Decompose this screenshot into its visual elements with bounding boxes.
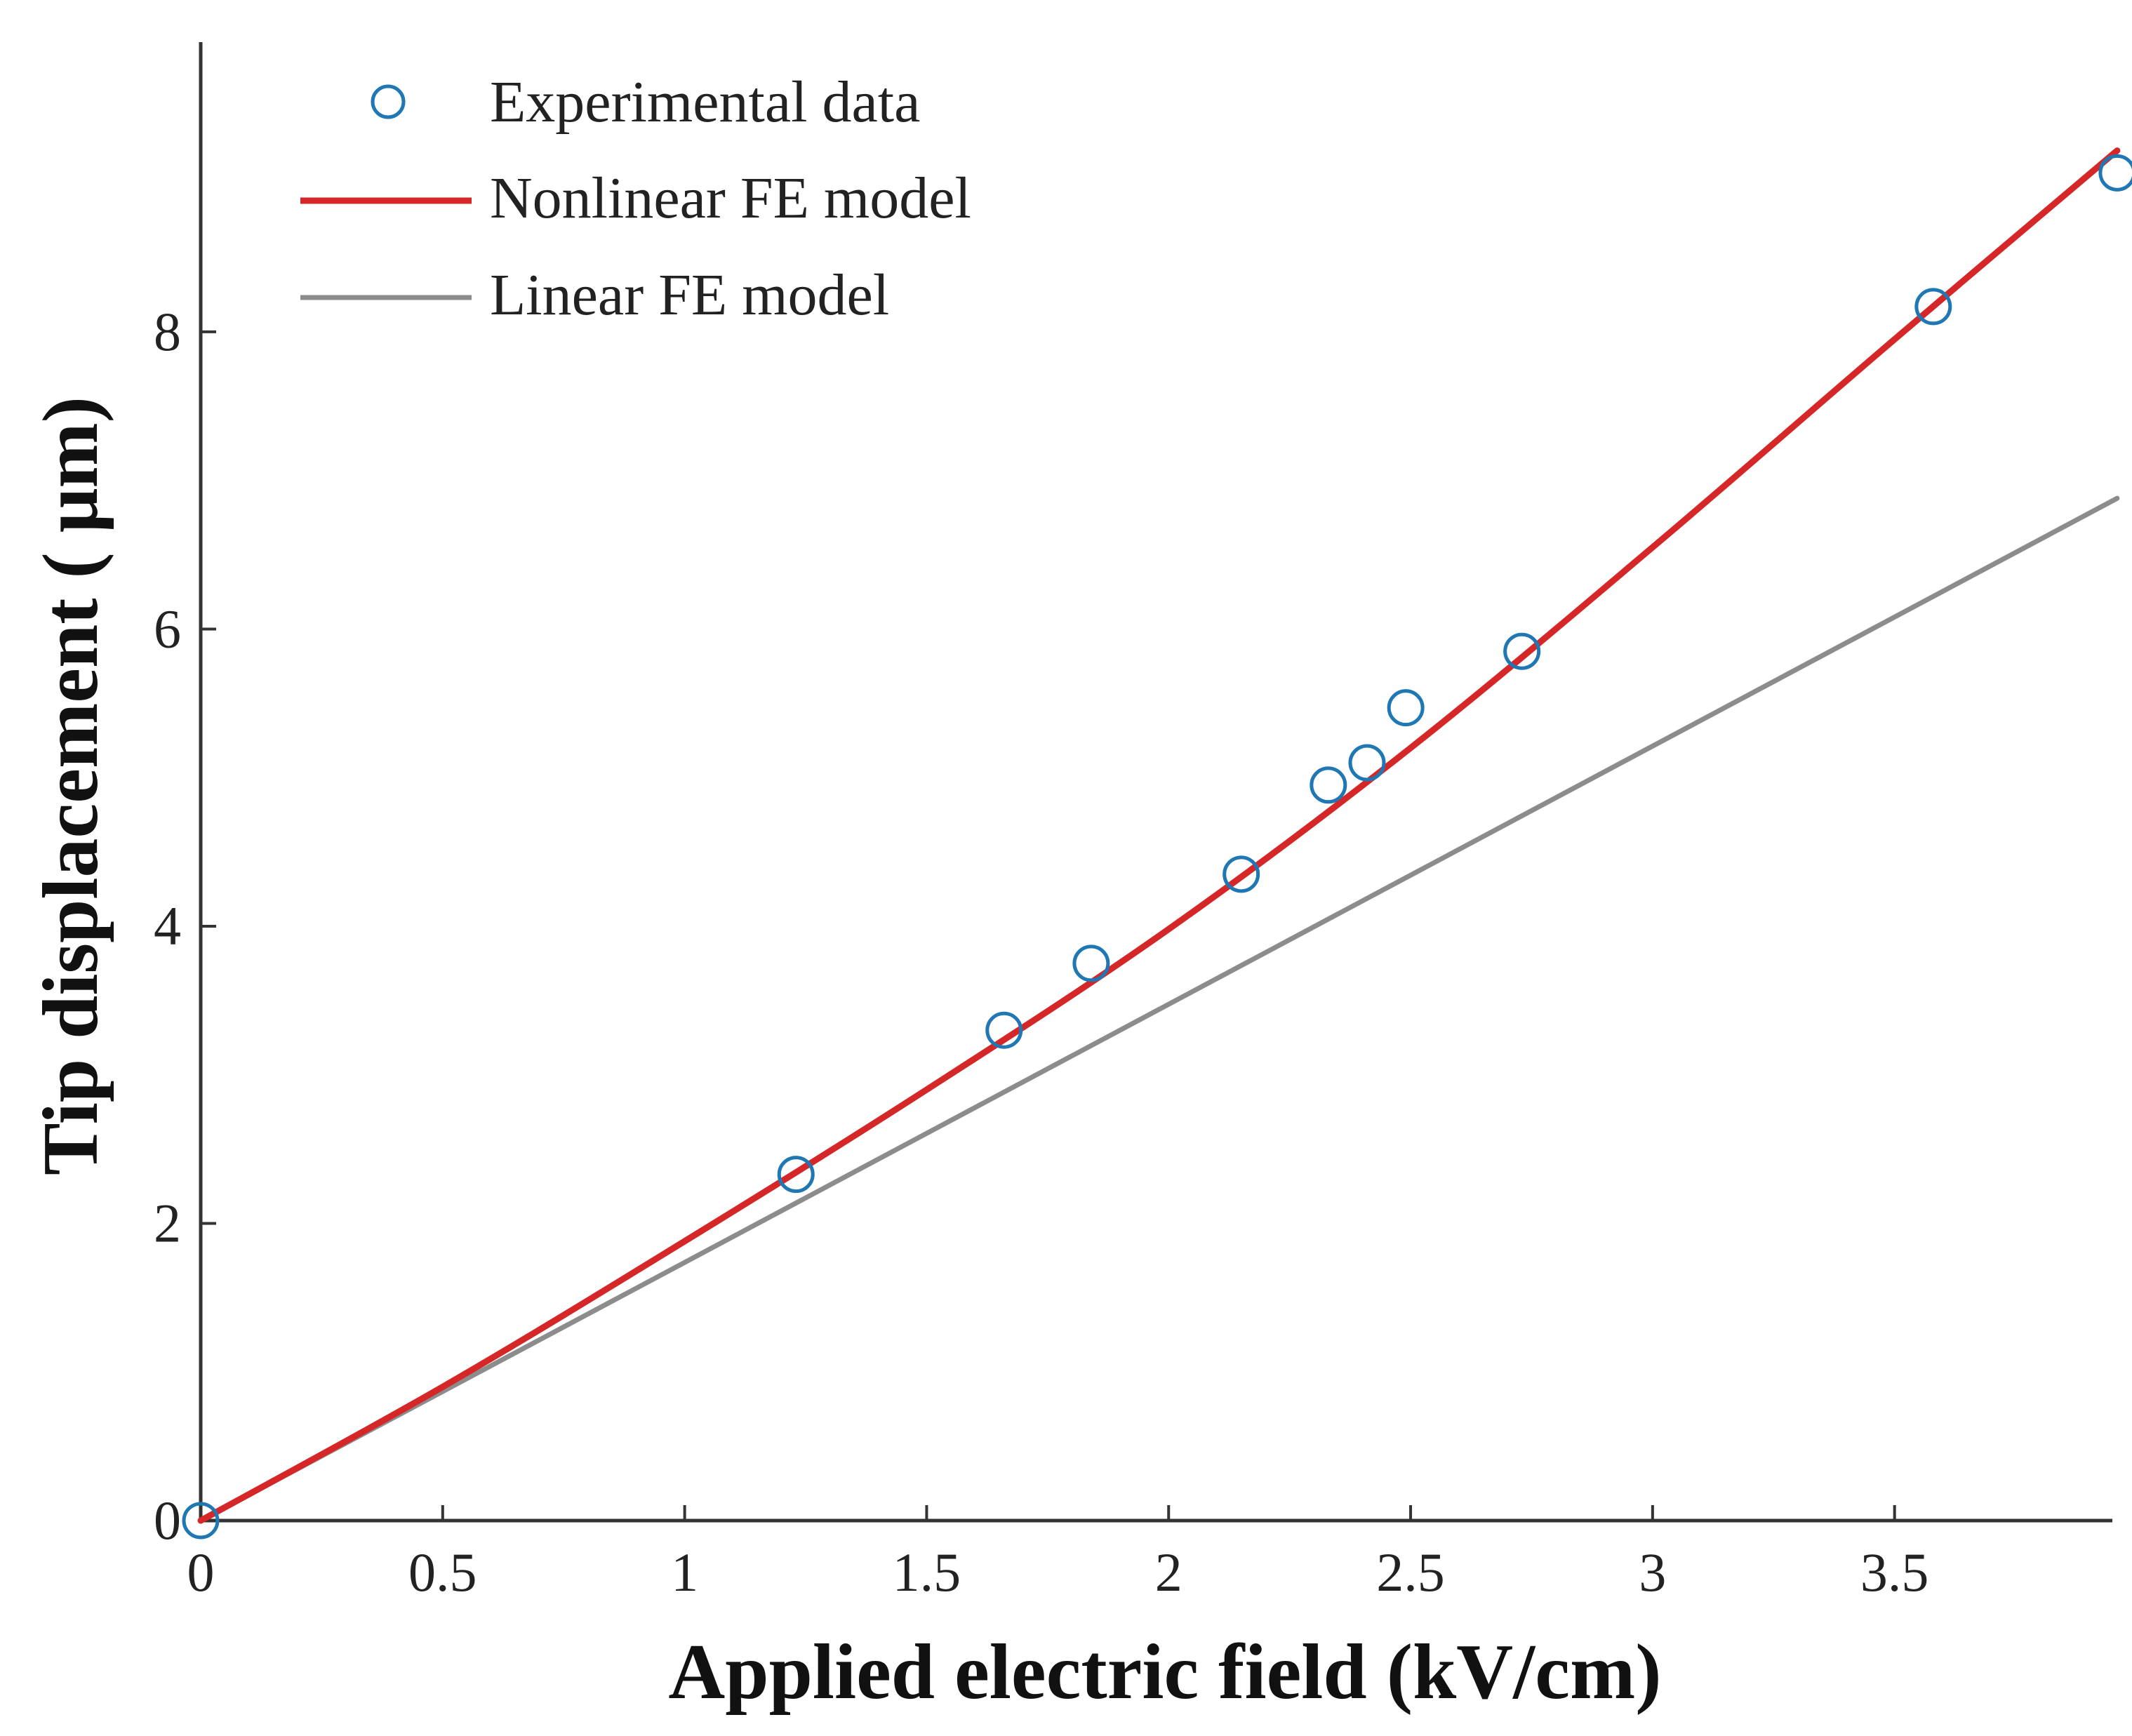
data-point xyxy=(1072,944,1110,982)
ticks: 0 0.5 1 1.5 2 2.5 3 3.5 0 2 4 6 8 xyxy=(154,301,1928,1603)
data-point xyxy=(1348,744,1386,782)
legend: Experimental data Nonlinear FE model Linea… xyxy=(300,69,971,328)
x-tick-label: 0.5 xyxy=(408,1542,477,1603)
legend-marker-circle xyxy=(371,84,406,119)
data-point xyxy=(1222,855,1260,893)
legend-label: Nonlinear FE model xyxy=(490,166,971,231)
legend-label: Linear FE model xyxy=(490,262,889,328)
data-point xyxy=(1310,766,1347,804)
series-layer xyxy=(182,147,2132,1540)
x-tick-label: 2.5 xyxy=(1376,1542,1445,1603)
x-tick-label: 3.5 xyxy=(1860,1542,1929,1603)
y-tick-label: 2 xyxy=(154,1192,181,1253)
axes xyxy=(199,42,2112,1523)
series-line-linear-fe-model xyxy=(198,495,2120,1523)
y-axis-title: Tip displacement ( μm) xyxy=(27,396,114,1175)
x-axis-title: Applied electric field (kV/cm) xyxy=(668,1629,1661,1716)
y-tick-label: 8 xyxy=(154,301,181,362)
data-point xyxy=(1503,632,1541,670)
data-point xyxy=(777,1156,815,1194)
x-tick-label: 2 xyxy=(1155,1542,1182,1603)
data-point xyxy=(1914,288,1952,326)
x-tick-label: 1 xyxy=(671,1542,698,1603)
y-tick-label: 0 xyxy=(154,1490,181,1551)
x-tick-label: 1.5 xyxy=(893,1542,961,1603)
x-tick-label: 0 xyxy=(187,1542,215,1603)
series-line-nonlinear-fe-model xyxy=(197,147,2121,1524)
data-point xyxy=(1387,689,1425,727)
y-tick-label: 6 xyxy=(154,598,181,659)
x-tick-label: 3 xyxy=(1639,1542,1666,1603)
y-tick-label: 4 xyxy=(154,895,181,956)
data-point xyxy=(2098,154,2132,192)
data-point xyxy=(182,1502,220,1540)
data-point xyxy=(985,1011,1023,1049)
legend-label: Experimental data xyxy=(490,69,920,135)
